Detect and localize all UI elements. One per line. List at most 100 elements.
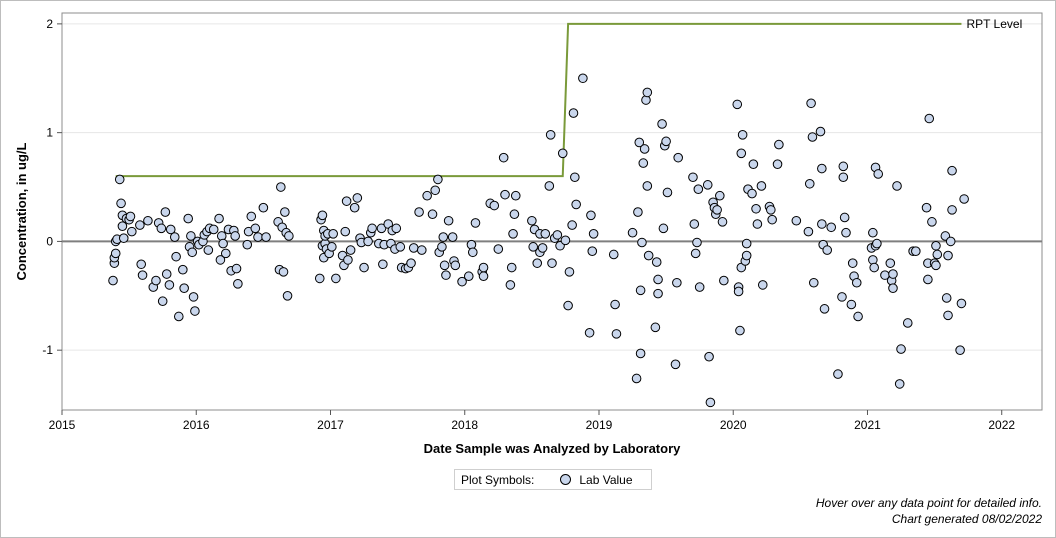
data-point [885,258,896,268]
data-point [108,275,118,286]
data-point [642,87,653,98]
y-tick-label: -1 [42,343,53,357]
data-point [943,250,953,261]
data-point [470,218,481,228]
data-point [808,277,819,288]
data-point [218,238,228,249]
data-point [947,165,957,176]
x-tick-label: 2020 [720,418,747,432]
data-point [804,178,815,189]
data-point [735,325,745,336]
data-point [349,202,360,213]
data-point [376,223,387,234]
data-point [314,273,325,284]
data-point [500,189,510,200]
data-point [635,348,646,359]
x-tick-label: 2016 [183,418,210,432]
data-point [694,282,705,292]
data-point [586,210,596,221]
data-point [438,232,449,242]
data-point [570,172,580,183]
data-point [509,209,520,220]
hover-hint-note: Hover over any data point for detailed i… [815,496,1042,510]
data-point [819,304,830,314]
data-point [156,223,167,234]
data-point [282,290,293,301]
data-point [837,292,847,302]
data-point [220,248,231,259]
data-point [732,99,743,110]
data-point [767,214,777,225]
data-point [116,198,126,209]
data-point [766,205,776,215]
data-point [179,283,189,293]
data-point [568,108,579,118]
data-point [447,232,458,242]
data-point [847,258,858,268]
data-point [363,236,373,247]
data-point [208,224,219,235]
data-point [931,240,941,251]
data-point [892,181,902,191]
data-point [125,211,136,222]
data-point [510,190,521,201]
data-point [183,213,193,224]
data-point [457,276,467,287]
data-point [924,113,935,124]
data-point [345,245,356,255]
data-point [233,279,243,289]
data-point [250,223,261,234]
data-point [653,288,663,299]
data-point [416,245,427,255]
data-point [443,215,454,226]
data-point [359,262,369,273]
x-tick-label: 2019 [586,418,613,432]
data-point [741,250,752,261]
data-point [433,174,443,185]
data-point [839,212,850,223]
data-point [414,207,424,217]
data-point [927,217,937,227]
data-point [367,223,377,234]
data-point [932,249,943,260]
data-point [807,132,818,142]
data-point [741,238,752,249]
data-point [118,233,129,243]
x-tick-label: 2018 [451,418,478,432]
data-point [704,351,714,362]
data-point [231,263,242,274]
data-point [670,359,681,370]
data-point [657,119,667,129]
data-point [547,258,557,268]
data-point [378,259,388,270]
data-point [838,172,849,183]
y-tick-label: 0 [46,234,53,248]
data-point [127,226,137,237]
data-point [584,327,595,338]
data-point [578,73,588,84]
data-point [817,219,827,229]
data-point [186,231,196,241]
data-point [422,190,432,201]
legend-marker-icon [560,474,572,485]
data-point [340,226,351,237]
data-point [658,223,669,234]
data-point [135,220,145,230]
data-point [772,159,783,169]
data-point [634,137,645,148]
data-point [341,196,352,206]
data-point [587,246,598,256]
data-point [733,286,744,297]
data-point [752,219,763,229]
data-point [959,194,969,204]
data-point [246,211,257,222]
data-point [331,273,341,284]
data-point [467,247,478,258]
data-point [693,184,704,195]
data-point [736,148,747,159]
data-point [717,217,728,227]
data-point [611,329,622,339]
data-point [284,231,294,241]
data-point [527,215,537,226]
